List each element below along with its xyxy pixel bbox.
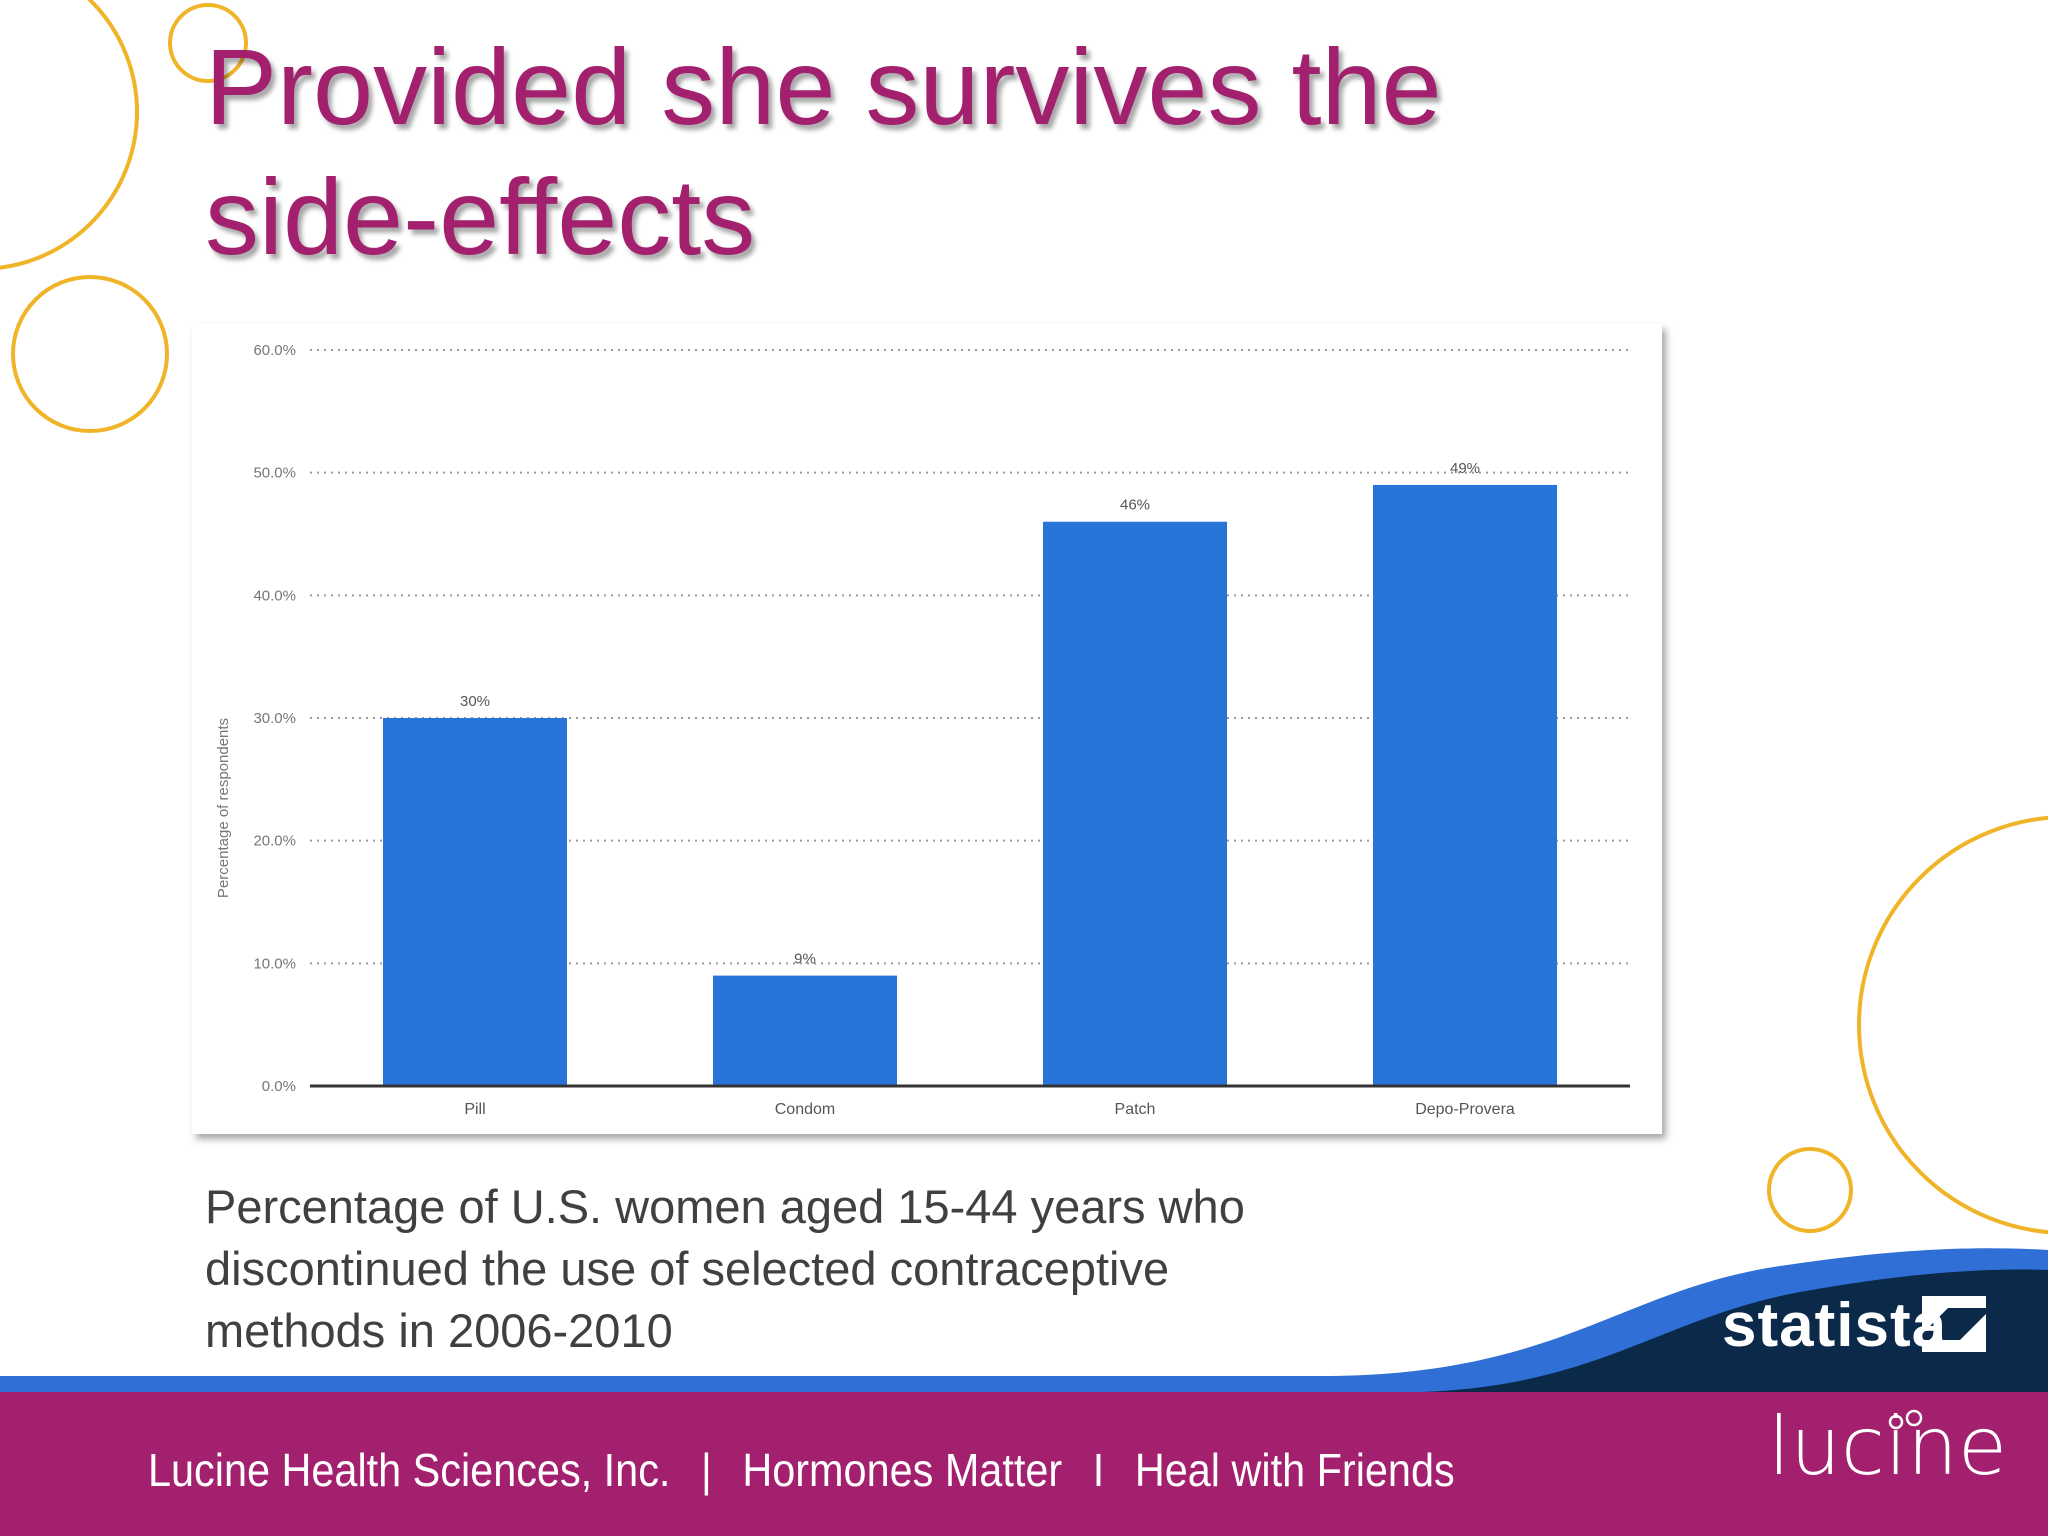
bar-chart: 0.0% 10.0% 20.0% 30.0% 40.0% 50.0% 60.0% Percen…: [215, 342, 1630, 1118]
lucine-logo-text: lucine: [1768, 1400, 2008, 1493]
deco-circle-medium-left: [11, 275, 169, 433]
bar-patch: [1043, 521, 1227, 1086]
deco-circle-small-right: [1767, 1147, 1853, 1233]
title-line-2: side-effects: [205, 156, 756, 277]
y-tick-label: 60.0%: [253, 342, 296, 359]
footer-separator-2: I: [1092, 1444, 1105, 1496]
statista-logo-text: statista: [1722, 1291, 1948, 1360]
footer-wave-dark: [1420, 1269, 2048, 1392]
chart-caption: Percentage of U.S. women aged 15-44 year…: [205, 1176, 1455, 1362]
y-tick-label: 10.0%: [253, 955, 296, 972]
x-tick-label: Patch: [1115, 1101, 1156, 1118]
deco-circle-large-right: [1857, 815, 2048, 1235]
statista-logo-icon: [1922, 1296, 1986, 1352]
footer-company: Lucine Health Sciences, Inc.: [148, 1444, 671, 1496]
y-tick-label: 20.0%: [253, 833, 296, 850]
x-tick-label: Condom: [775, 1101, 835, 1118]
slide-title: Provided she survives the side-effects: [205, 22, 1705, 282]
deco-circle-small-top: [168, 3, 248, 83]
data-label: 9%: [794, 951, 816, 968]
data-label: 46%: [1120, 497, 1150, 514]
footer-hormones-matter: Hormones Matter: [742, 1444, 1063, 1496]
caption-line-1: Percentage of U.S. women aged 15-44 year…: [205, 1180, 1245, 1233]
y-tick-label: 30.0%: [253, 710, 296, 727]
caption-line-3: methods in 2006-2010: [205, 1304, 673, 1357]
chart-frame: 0.0% 10.0% 20.0% 30.0% 40.0% 50.0% 60.0% Percen…: [192, 324, 1662, 1134]
data-label: 30%: [460, 693, 490, 710]
y-tick-label: 50.0%: [253, 465, 296, 482]
x-tick-label: Depo-Provera: [1415, 1101, 1515, 1118]
x-tick-label: Pill: [464, 1101, 485, 1118]
data-label: 49%: [1450, 460, 1480, 477]
lucine-logo-dots: [1888, 1409, 1923, 1430]
y-axis-label: Percentage of respondents: [215, 718, 232, 898]
title-line-1: Provided she survives the: [205, 26, 1442, 147]
bar-condom: [713, 975, 897, 1086]
bar-pill: [383, 718, 567, 1086]
footer-heal-with-friends: Heal with Friends: [1134, 1444, 1455, 1496]
footer-bar: [0, 1392, 2048, 1536]
caption-line-2: discontinued the use of selected contrac…: [205, 1242, 1170, 1295]
deco-circle-large-left: [0, 0, 139, 270]
footer-separator-1: |: [700, 1444, 712, 1496]
bar-depo-provera: [1373, 484, 1557, 1086]
footer-text: Lucine Health Sciences, Inc. | Hormones Ma…: [148, 1443, 1455, 1497]
footer-wave-blue: [0, 1248, 2048, 1392]
y-tick-label: 40.0%: [253, 587, 296, 604]
y-tick-label: 0.0%: [262, 1078, 296, 1095]
